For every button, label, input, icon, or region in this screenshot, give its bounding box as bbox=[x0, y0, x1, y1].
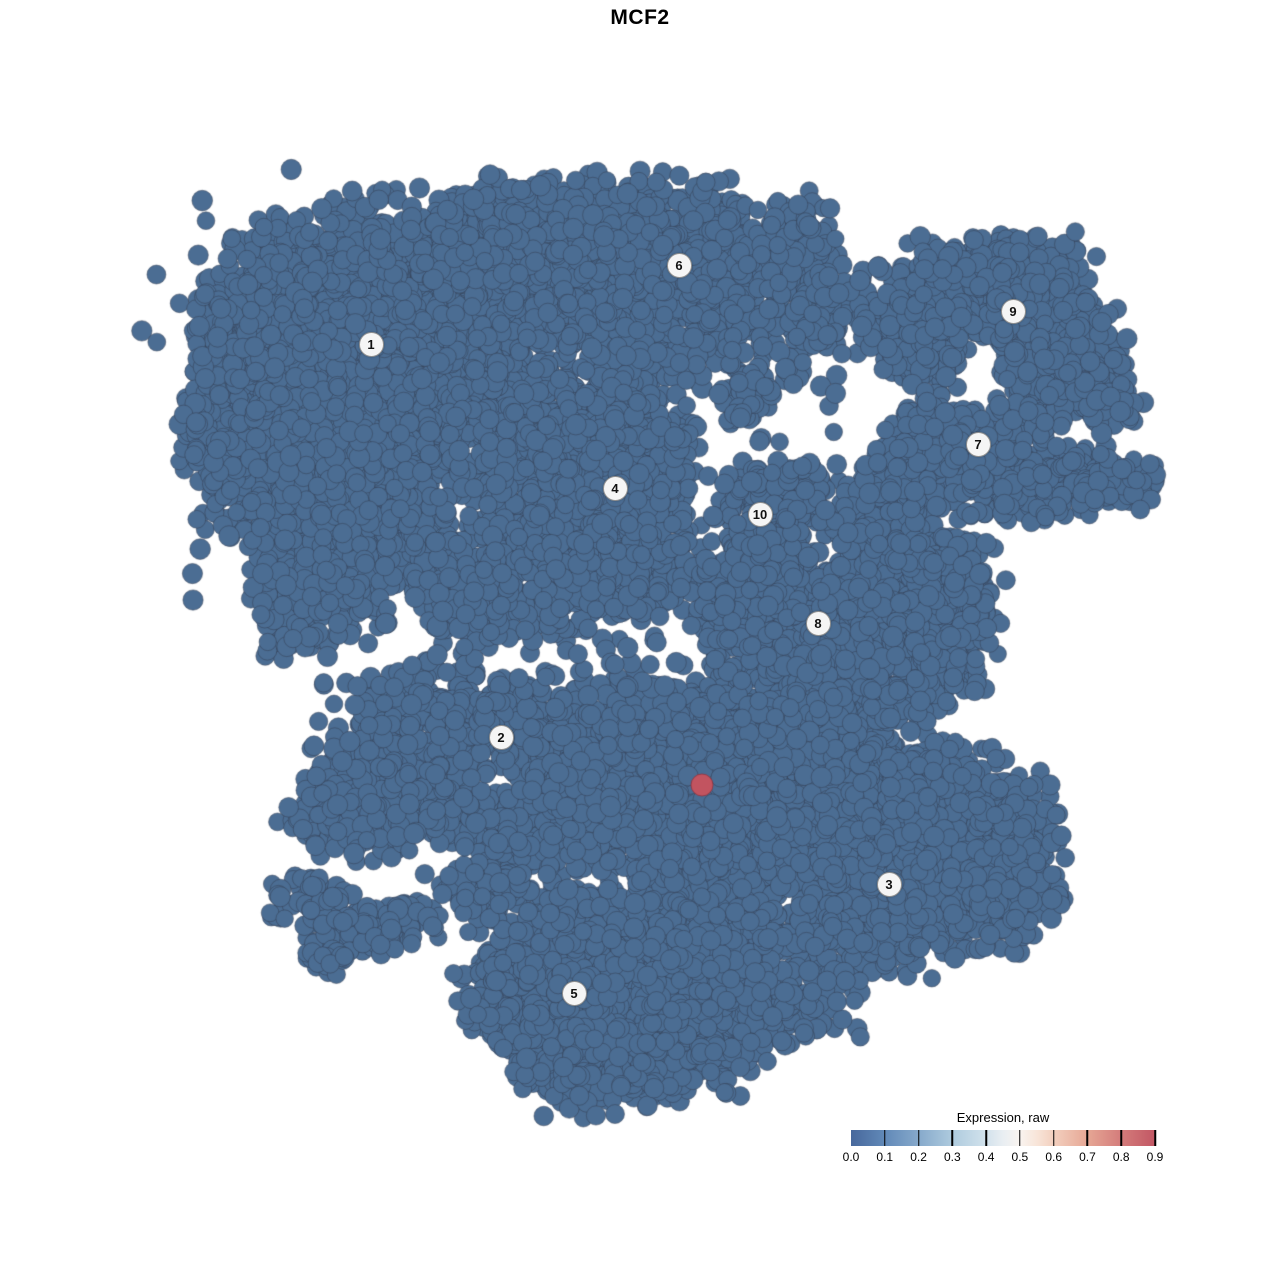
cluster-label-5: 5 bbox=[561, 980, 587, 1006]
legend-tick bbox=[985, 1130, 987, 1146]
legend-tick bbox=[1052, 1130, 1055, 1146]
cluster-label-8: 8 bbox=[805, 610, 831, 636]
legend-tick-label: 0.9 bbox=[1146, 1150, 1164, 1164]
cluster-label-10: 10 bbox=[747, 501, 773, 527]
legend-tick-label: 0.0 bbox=[842, 1150, 860, 1164]
legend-tick bbox=[917, 1130, 920, 1146]
cluster-label-9: 9 bbox=[1000, 298, 1026, 324]
legend-tick bbox=[884, 1130, 886, 1146]
legend-tick-label: 0.8 bbox=[1112, 1150, 1130, 1164]
legend-tick bbox=[1019, 1130, 1021, 1146]
legend-tick bbox=[1120, 1130, 1122, 1146]
legend-tick-label: 0.5 bbox=[1011, 1150, 1029, 1164]
cluster-label-3: 3 bbox=[876, 871, 902, 897]
legend-tick-label: 0.4 bbox=[977, 1150, 995, 1164]
cluster-label-6: 6 bbox=[666, 252, 692, 278]
expression-legend: Expression, raw 0.0 0.1 0.2 0.3 0.4 0.5 0.6 0.7… bbox=[843, 1110, 1164, 1164]
legend-tick-label: 0.6 bbox=[1045, 1150, 1062, 1164]
cluster-label-2: 2 bbox=[488, 724, 514, 750]
legend-tick-labels: 0.0 0.1 0.2 0.3 0.4 0.5 0.6 0.7 0.8 0.9 bbox=[843, 1150, 1164, 1164]
legend-colorbar bbox=[851, 1130, 1156, 1146]
cluster-label-1: 1 bbox=[358, 331, 384, 357]
legend-tick-label: 0.1 bbox=[876, 1150, 894, 1164]
legend-tick bbox=[1086, 1130, 1089, 1146]
legend-tick-label: 0.3 bbox=[943, 1150, 961, 1164]
legend-tick-label: 0.2 bbox=[910, 1150, 927, 1164]
legend-tick-label: 0.7 bbox=[1079, 1150, 1096, 1164]
legend-title: Expression, raw bbox=[956, 1110, 1050, 1125]
legend-tick bbox=[1154, 1130, 1156, 1146]
legend-tick bbox=[951, 1130, 954, 1146]
cluster-label-4: 4 bbox=[602, 475, 628, 501]
cluster-label-7: 7 bbox=[965, 431, 991, 457]
